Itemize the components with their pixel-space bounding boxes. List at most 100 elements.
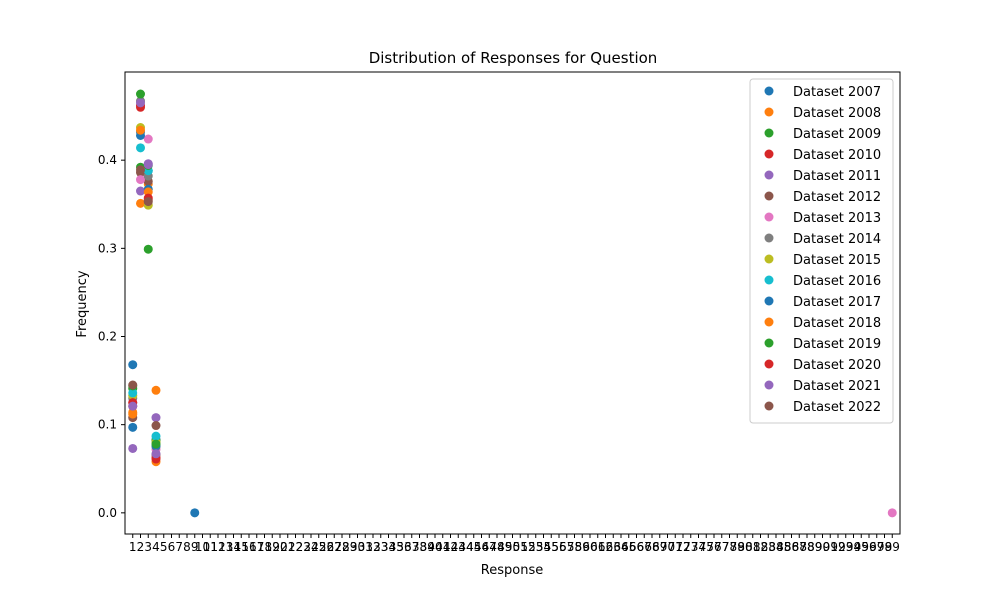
y-tick-label: 0.0 <box>98 506 117 520</box>
x-tick-label: 35 <box>389 540 404 554</box>
x-tick-label: 70 <box>660 540 675 554</box>
x-tick-label: 97 <box>869 540 884 554</box>
x-tick-label: 38 <box>412 540 427 554</box>
scatter-point <box>136 98 145 108</box>
x-tick-label: 58 <box>567 540 582 554</box>
legend-marker <box>764 296 774 306</box>
x-tick-label: 93 <box>838 540 853 554</box>
x-tick-label: 44 <box>458 540 473 554</box>
scatter-point <box>136 175 145 185</box>
scatter-point <box>128 443 138 453</box>
x-tick-label: 36 <box>396 540 411 554</box>
x-tick-label: 26 <box>319 540 334 554</box>
x-tick-label: 20 <box>272 540 287 554</box>
legend-marker <box>764 359 774 369</box>
legend-entry: Dataset 2018 <box>793 316 881 331</box>
legend-marker <box>764 338 774 348</box>
x-tick-label: 91 <box>823 540 838 554</box>
x-tick-label: 19 <box>265 540 280 554</box>
x-tick-label: 18 <box>257 540 272 554</box>
scatter-point <box>143 187 153 197</box>
x-tick-label: 62 <box>598 540 613 554</box>
scatter-point <box>128 401 138 411</box>
chart-title: Distribution of Responses for Question <box>369 49 658 67</box>
x-tick-label: 69 <box>652 540 667 554</box>
x-tick-label: 59 <box>575 540 590 554</box>
scatter-point <box>887 508 897 518</box>
scatter-point <box>151 385 161 395</box>
x-tick-label: 11 <box>203 540 218 554</box>
legend-entry: Dataset 2013 <box>793 211 881 226</box>
scatter-point <box>151 439 161 449</box>
x-tick-label: 16 <box>241 540 256 554</box>
x-tick-label: 98 <box>877 540 892 554</box>
x-tick-label: 54 <box>536 540 551 554</box>
x-tick-label: 77 <box>714 540 729 554</box>
scatter-point <box>136 125 145 135</box>
legend-marker <box>764 86 774 96</box>
legend-entry: Dataset 2021 <box>793 379 881 394</box>
x-tick-label: 25 <box>311 540 326 554</box>
x-tick-label: 12 <box>210 540 225 554</box>
x-tick-label: 5 <box>160 540 168 554</box>
x-tick-label: 3 <box>144 540 152 554</box>
legend-entry: Dataset 2010 <box>793 148 881 163</box>
x-tick-label: 28 <box>334 540 349 554</box>
x-tick-label: 53 <box>528 540 543 554</box>
x-tick-label: 21 <box>280 540 295 554</box>
legend-entry: Dataset 2015 <box>793 253 881 268</box>
scatter-point <box>151 413 161 423</box>
x-tick-label: 32 <box>365 540 380 554</box>
scatter-point <box>151 431 161 441</box>
x-tick-label: 39 <box>420 540 435 554</box>
x-tick-label: 83 <box>761 540 776 554</box>
scatter-point <box>136 165 145 175</box>
y-tick-label: 0.4 <box>98 153 117 167</box>
scatter-point <box>136 186 145 196</box>
x-tick-label: 2 <box>137 540 145 554</box>
x-tick-label: 49 <box>497 540 512 554</box>
x-tick-label: 24 <box>303 540 318 554</box>
scatter-point <box>143 134 153 144</box>
scatter-point <box>143 244 153 254</box>
legend-entry: Dataset 2012 <box>793 190 881 205</box>
x-tick-label: 27 <box>327 540 342 554</box>
legend-entry: Dataset 2008 <box>793 106 881 121</box>
x-tick-label: 30 <box>350 540 365 554</box>
y-tick-label: 0.2 <box>98 330 117 344</box>
x-tick-label: 14 <box>226 540 241 554</box>
scatter-point <box>128 388 138 398</box>
x-tick-label: 8 <box>183 540 191 554</box>
x-tick-label: 17 <box>249 540 264 554</box>
x-tick-label: 1 <box>129 540 137 554</box>
x-tick-label: 65 <box>621 540 636 554</box>
x-tick-label: 63 <box>606 540 621 554</box>
scatter-point <box>136 89 145 99</box>
x-tick-label: 75 <box>699 540 714 554</box>
x-tick-label: 40 <box>427 540 442 554</box>
legend-marker <box>764 317 774 327</box>
x-tick-label: 4 <box>152 540 160 554</box>
x-tick-label: 47 <box>482 540 497 554</box>
x-tick-label: 6 <box>168 540 176 554</box>
scatter-point <box>128 422 138 432</box>
x-tick-label: 99 <box>885 540 900 554</box>
x-tick-label: 80 <box>737 540 752 554</box>
x-tick-label: 55 <box>544 540 559 554</box>
data-points <box>128 89 897 518</box>
x-tick-label: 73 <box>683 540 698 554</box>
x-tick-label: 94 <box>846 540 861 554</box>
scatter-point <box>136 143 145 153</box>
scatter-point <box>128 380 138 390</box>
x-tick-label: 10 <box>195 540 210 554</box>
legend-marker <box>764 149 774 159</box>
scatter-point <box>190 508 200 518</box>
legend-entry: Dataset 2011 <box>793 169 881 184</box>
legend-entry: Dataset 2016 <box>793 274 881 289</box>
x-tick-label: 90 <box>815 540 830 554</box>
legend-entry: Dataset 2022 <box>793 400 881 415</box>
x-tick-label: 29 <box>342 540 357 554</box>
x-tick-label: 64 <box>613 540 628 554</box>
legend-marker <box>764 380 774 390</box>
